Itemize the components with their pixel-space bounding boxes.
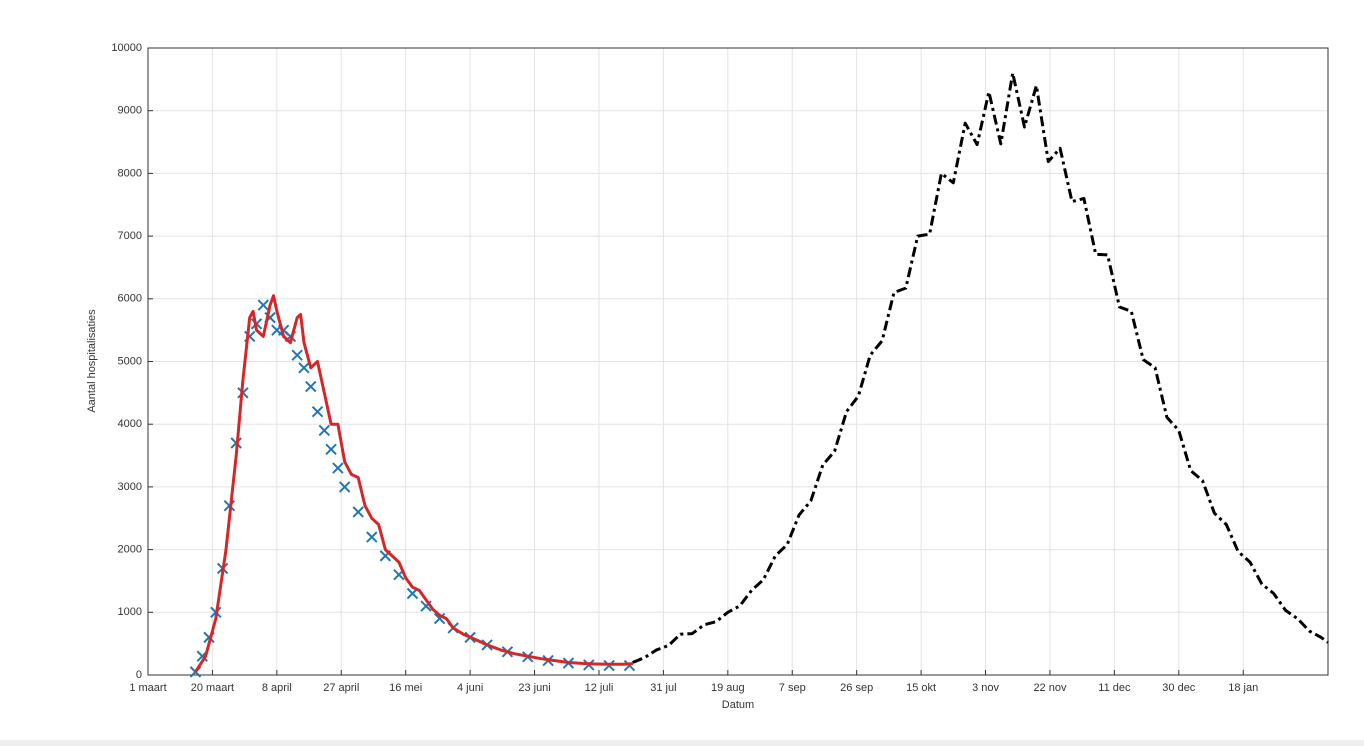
x-tick-label: 11 dec [1098, 682, 1131, 694]
data-marker [318, 424, 331, 437]
x-axis-label: Datum [722, 699, 754, 711]
y-tick-label: 2000 [118, 544, 142, 556]
x-tick-label: 7 sep [779, 682, 806, 694]
data-marker [325, 443, 337, 455]
x-tick-label: 22 nov [1033, 682, 1067, 694]
data-marker [352, 506, 364, 518]
y-tick-label: 8000 [118, 167, 142, 179]
x-tick-label: 12 juli [585, 682, 614, 694]
data-line [194, 294, 633, 673]
x-tick-label: 23 juni [518, 682, 550, 694]
x-tick-label: 15 okt [906, 682, 936, 694]
data-marker [332, 462, 344, 474]
y-tick-label: 5000 [118, 355, 142, 367]
y-tick-label: 6000 [118, 293, 142, 305]
x-tick-label: 26 sep [840, 682, 873, 694]
x-tick-label: 19 aug [711, 682, 745, 694]
x-tick-label: 4 juni [457, 682, 483, 694]
y-axis-label: Aantal hospitalisaties [86, 309, 98, 413]
y-tick-label: 4000 [118, 418, 142, 430]
data-marker [366, 531, 378, 543]
y-tick-label: 7000 [118, 230, 142, 242]
x-tick-label: 3 nov [972, 682, 999, 694]
data-marker [338, 481, 351, 493]
x-tick-label: 8 april [262, 682, 292, 694]
y-tick-label: 10000 [111, 42, 142, 54]
bottom-strip [0, 740, 1364, 746]
x-tick-label: 18 jan [1228, 682, 1258, 694]
data-marker [257, 299, 269, 311]
x-tick-label: 1 maart [129, 682, 166, 694]
x-tick-label: 27 april [323, 682, 359, 694]
plot-frame [147, 47, 1329, 676]
data-marker [305, 380, 317, 393]
data-marker [433, 612, 446, 625]
y-tick-label: 1000 [118, 606, 142, 618]
y-tick-label: 0 [136, 669, 142, 681]
x-tick-label: 30 dec [1162, 682, 1196, 694]
y-tick-label: 9000 [118, 105, 142, 117]
x-tick-label: 31 jul [650, 682, 676, 694]
data-marker [298, 362, 310, 374]
x-tick-label: 16 mei [389, 682, 422, 694]
x-tick-label: 20 maart [191, 682, 234, 694]
data-marker [291, 349, 303, 361]
y-tick-label: 3000 [118, 481, 142, 493]
data-line [632, 71, 1329, 664]
data-marker [311, 405, 324, 418]
